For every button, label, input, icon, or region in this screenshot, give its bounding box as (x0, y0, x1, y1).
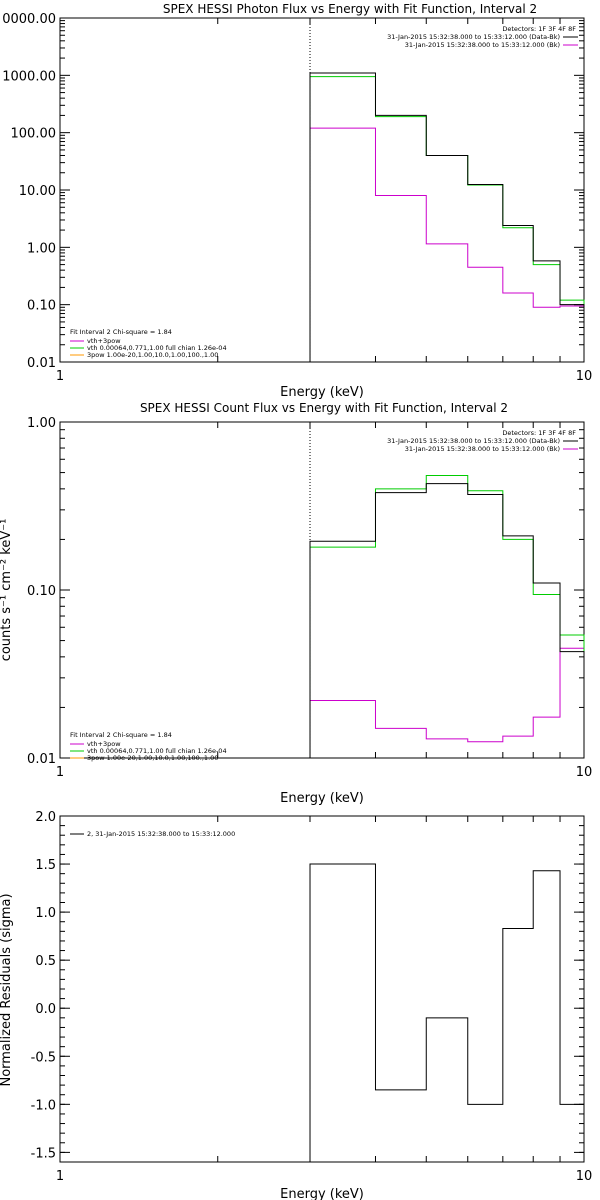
count-fit-title: Fit Interval 2 Chi-square = 1.84 (70, 731, 172, 739)
photon-fit-title: Fit Interval 2 Chi-square = 1.84 (70, 328, 172, 336)
photon-y-tick-label: 1000.00 (2, 69, 56, 84)
count-x-tick-label: 10 (576, 765, 593, 780)
count-series-component2-line (309, 647, 585, 758)
photon-plot-frame (59, 17, 585, 363)
count-fit-line-1: vth+3pow (87, 740, 121, 748)
count-fit-line-2: vth 0.00064,0.771,1.00 full chian 1.26e-… (87, 747, 227, 755)
count-series-data-line (309, 483, 585, 758)
photon-x-tick-label: 1 (56, 369, 64, 384)
residuals-y-tick-label: -1.0 (31, 1098, 56, 1113)
photon-series-component2-line (309, 127, 585, 362)
residuals-x-tick-label: 1 (56, 1169, 64, 1184)
residuals-y-tick-label: -0.5 (31, 1050, 56, 1065)
photon-header-bk-line: 31-Jan-2015 15:32:38.000 to 15:33:12.000… (405, 41, 560, 49)
photon-y-tick-label: 1.00 (27, 241, 56, 256)
photon-flux-panel: SPEX HESSI Photon Flux vs Energy with Fi… (2, 2, 592, 400)
count-y-tick-label: 1.00 (27, 416, 56, 431)
photon-series-fit-line (309, 76, 585, 362)
count-y-tick-label: 0.10 (27, 584, 56, 599)
residuals-y-tick-label: 1.0 (35, 906, 56, 921)
residuals-series-data-line (309, 863, 585, 1162)
photon-series-data-line (309, 72, 585, 362)
photon-header-data-line: 31-Jan-2015 15:32:38.000 to 15:33:12.000… (387, 33, 560, 41)
count-plot-frame (59, 421, 585, 759)
photon-y-tick-label: 0.10 (27, 299, 56, 314)
residuals-x-tick-label: 10 (576, 1169, 593, 1184)
residuals-series-group (309, 863, 585, 1162)
count-x-axis-label: Energy (keV) (280, 791, 364, 806)
photon-fit-line-3: 3pow 1.00e-20,1.00,10.0,1.00,100.,1.00 (87, 351, 218, 359)
photon-y-tick-label: 0.01 (27, 356, 56, 371)
count-panel-title: SPEX HESSI Count Flux vs Energy with Fit… (140, 401, 508, 415)
count-flux-panel: SPEX HESSI Count Flux vs Energy with Fit… (0, 401, 592, 806)
residuals-y-tick-label: -1.5 (31, 1146, 56, 1161)
residuals-y-axis-label: Normalized Residuals (sigma) (0, 893, 14, 1086)
photon-x-tick-label: 10 (576, 369, 593, 384)
count-header-data-line: 31-Jan-2015 15:32:38.000 to 15:33:12.000… (387, 437, 560, 445)
photon-series-group (309, 18, 585, 362)
photon-fit-line-2: vth 0.00064,0.771,1.00 full chian 1.26e-… (87, 344, 227, 352)
residuals-y-tick-label: 2.0 (35, 810, 56, 825)
residuals-x-axis-label: Energy (keV) (280, 1187, 364, 1200)
residuals-legend-label: 2, 31-Jan-2015 15:32:38.000 to 15:33:12.… (87, 830, 235, 838)
photon-detectors-label: Detectors: 1F 3F 4F 8F (502, 25, 576, 33)
count-series-fit-line (309, 475, 585, 758)
photon-y-tick-label: 10.00 (19, 184, 56, 199)
photon-fit-line-1: vth+3pow (87, 337, 121, 345)
count-series-group (309, 422, 585, 758)
residuals-y-tick-label: 0.5 (35, 954, 56, 969)
count-y-tick-label: 0.01 (27, 752, 56, 767)
photon-y-tick-label: 0000.00 (2, 12, 56, 27)
residuals-plot-frame (59, 815, 585, 1163)
photon-panel-title: SPEX HESSI Photon Flux vs Energy with Fi… (163, 2, 537, 16)
count-y-axis-label: counts s⁻¹ cm⁻² keV⁻¹ (0, 519, 14, 662)
residuals-y-tick-label: 0.0 (35, 1002, 56, 1017)
count-detectors-label: Detectors: 1F 3F 4F 8F (502, 429, 576, 437)
photon-y-tick-label: 100.00 (11, 127, 57, 142)
residuals-axis-ticks: -1.5 -1.0 -0.5 0.0 0.5 1.0 1.5 2.0 1 10 (31, 810, 593, 1184)
count-fit-line-3: 3pow 1.00e-20,1.00,10.0,1.00,100.,1.00 (87, 754, 218, 762)
residuals-y-tick-label: 1.5 (35, 858, 56, 873)
count-x-tick-label: 1 (56, 765, 64, 780)
count-axis-ticks: 0.01 0.10 1.00 1 10 (27, 416, 592, 780)
count-header-bk-line: 31-Jan-2015 15:32:38.000 to 15:33:12.000… (405, 445, 560, 453)
photon-x-axis-label: Energy (keV) (280, 385, 364, 400)
photon-axis-ticks: 0.01 0.10 1.00 10.00 100.00 1000.00 0000.00 1 10 (2, 12, 592, 384)
residuals-panel: -1.5 -1.0 -0.5 0.0 0.5 1.0 1.5 2.0 1 10 Energy (k… (0, 810, 592, 1200)
